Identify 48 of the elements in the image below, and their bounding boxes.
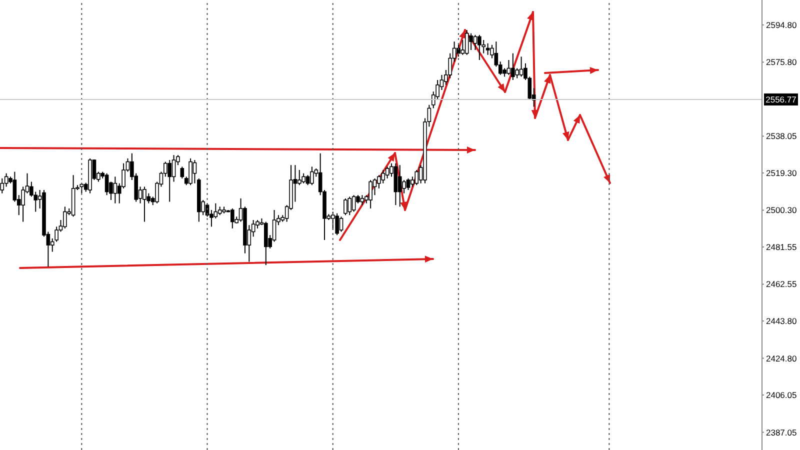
y-tick-label: 2481.55 <box>766 242 797 252</box>
candlestick <box>302 172 306 184</box>
candlestick <box>297 170 302 186</box>
y-tick-label: 2387.05 <box>766 427 797 438</box>
candlestick <box>511 52 515 80</box>
candlestick <box>12 171 17 202</box>
y-tick-label: 2500.30 <box>766 205 797 216</box>
candlestick <box>368 180 372 209</box>
candlestick <box>113 176 118 204</box>
candlestick <box>180 166 184 179</box>
candlestick <box>456 44 460 58</box>
candlestick <box>360 194 364 206</box>
candlestick <box>335 212 339 236</box>
candlestick <box>478 34 482 60</box>
candlestick <box>188 158 192 186</box>
candlestick <box>63 206 67 229</box>
candlestick <box>464 30 469 56</box>
candlestick <box>515 68 520 79</box>
candlestick <box>486 42 490 56</box>
y-tick-label: 2538.05 <box>766 131 797 142</box>
y-tick-label: 2406.05 <box>766 390 797 400</box>
candlestick <box>406 178 410 190</box>
candlestick <box>264 221 268 266</box>
candlestick <box>344 198 348 216</box>
candlestick <box>398 164 402 208</box>
candlestick <box>385 166 390 179</box>
candlestick <box>339 216 344 232</box>
candlestick <box>168 160 172 202</box>
ref-line-label: 2556.77 <box>766 94 797 104</box>
candlestick <box>469 32 473 50</box>
candlestick <box>142 186 146 222</box>
candlestick <box>402 180 406 194</box>
y-tick-label: 2594.80 <box>766 20 797 30</box>
y-tick-label: 2424.80 <box>766 353 797 364</box>
y-tick-label: 2443.80 <box>766 316 797 326</box>
candlestick <box>348 196 352 216</box>
candlestick <box>172 154 176 182</box>
candlestick <box>230 208 234 229</box>
candlestick <box>519 56 524 78</box>
candlestick <box>104 172 109 196</box>
candlestick <box>414 170 419 186</box>
candlestick <box>214 202 218 219</box>
candlestick <box>310 166 314 186</box>
candlestick <box>192 160 197 184</box>
y-tick-label: 2575.80 <box>766 57 797 68</box>
y-tick-label: 2519.30 <box>766 168 797 178</box>
y-tick-label: 2462.55 <box>766 279 797 290</box>
candlestick <box>352 194 356 212</box>
